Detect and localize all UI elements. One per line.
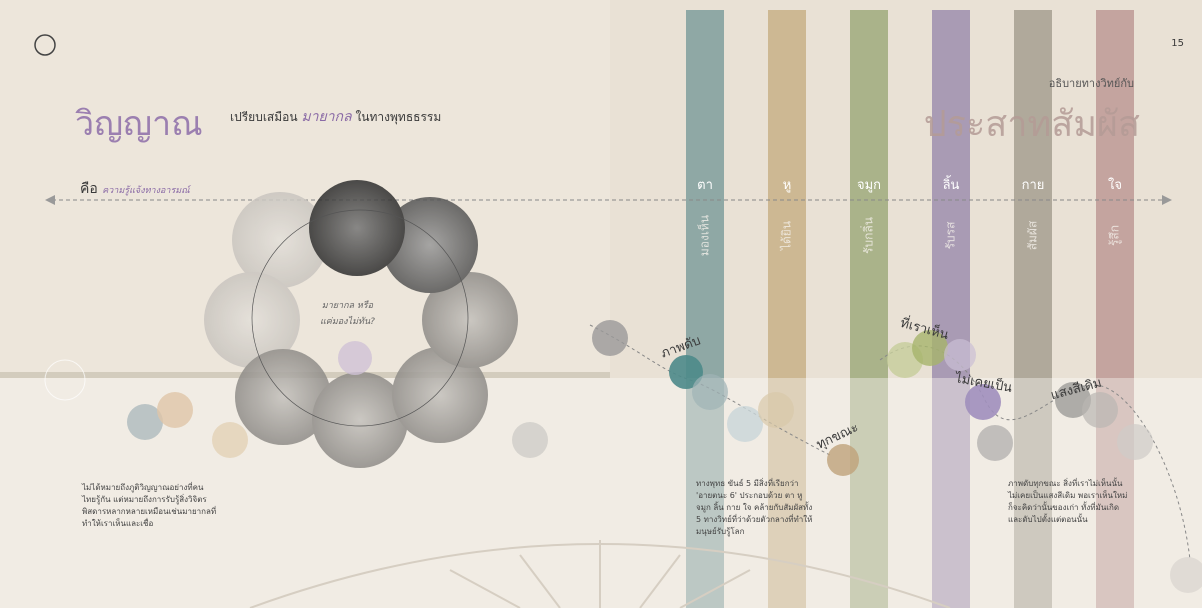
sense-stripe	[768, 10, 806, 608]
dot	[727, 406, 763, 442]
dot	[212, 422, 248, 458]
dot	[1082, 392, 1118, 428]
sense-stripe	[932, 10, 970, 608]
circle	[312, 372, 408, 468]
dot	[912, 330, 948, 366]
sense-name: ใจ	[1108, 178, 1122, 193]
dot	[758, 392, 794, 428]
subtitle: เปรียบเสมือน มายากล ในทางพุทธธรรม	[230, 106, 441, 128]
stripe-fade	[686, 378, 724, 608]
dot	[127, 404, 163, 440]
subtitle-emphasis: มายากล	[301, 109, 352, 125]
sense-stripe	[1014, 10, 1052, 608]
circle	[309, 180, 405, 276]
subtitle-prefix: เปรียบเสมือน	[230, 110, 298, 124]
stripe-fade	[1014, 378, 1052, 608]
circle	[392, 347, 488, 443]
right-title: ประสาทสัมผัส	[923, 104, 1140, 145]
circle	[232, 192, 328, 288]
subtitle-suffix: ในทางพุทธธรรม	[355, 110, 442, 124]
dot	[157, 392, 193, 428]
sense-stripes	[686, 10, 1134, 608]
dot	[1170, 557, 1202, 593]
sense-action: สัมผัส	[1025, 220, 1040, 251]
sense-action: มองเห็น	[697, 214, 712, 257]
stripe-fade	[932, 378, 970, 608]
ring-caption: มายากล หรือแค่มองไม่ทัน?	[320, 298, 375, 330]
dot	[44, 359, 86, 401]
dot	[1055, 382, 1091, 418]
circle	[382, 197, 478, 293]
dot	[977, 425, 1013, 461]
caption-line: มายากล หรือ	[321, 301, 374, 311]
arrow-head	[45, 195, 55, 205]
sense-name: หู	[782, 178, 792, 193]
sense-name: ตา	[697, 178, 713, 193]
circle	[422, 272, 518, 368]
sense-action: รับกลิ่น	[861, 217, 876, 254]
dot	[692, 374, 728, 410]
sense-stripe	[686, 10, 724, 608]
horizon	[0, 372, 1202, 378]
dot	[1117, 424, 1153, 460]
page-number: 15	[1171, 38, 1184, 49]
stripe-fade	[850, 378, 888, 608]
dot	[338, 341, 372, 375]
sunburst	[249, 540, 951, 608]
dot	[944, 339, 976, 371]
page-circle	[34, 34, 56, 56]
sense-stripe	[850, 10, 888, 608]
dot	[827, 444, 859, 476]
sense-action: รู้สึก	[1107, 224, 1122, 247]
sense-name: ลิ้น	[942, 178, 960, 193]
sense-action: รับรส	[943, 221, 958, 250]
right-paragraph: ภาพดับทุกขณะ สิ่งที่เราไม่เห็นนั้นไม่เคย…	[1008, 479, 1128, 524]
sense-name: จมูก	[856, 178, 882, 193]
left-paragraph: ไม่ได้หมายถึงภูติวิญญาณอย่างที่คนไทยรู้ก…	[82, 483, 217, 528]
definition: คือ ความรู้แจ้งทางอารมณ์	[80, 178, 190, 200]
definition-label: คือ	[80, 181, 98, 197]
circle	[235, 349, 331, 445]
curve-dots	[592, 320, 1202, 593]
ring-arc	[251, 209, 469, 427]
definition-text: ความรู้แจ้งทางอารมณ์	[102, 186, 190, 196]
dot	[512, 422, 548, 458]
middle-paragraph: ทางพุทธ ขันธ์ 5 มีสิ่งที่เรียกว่า 'อายตน…	[696, 479, 813, 536]
sense-action: ได้ยิน	[779, 220, 794, 251]
arrow-head	[1162, 195, 1172, 205]
sense-stripe	[1096, 10, 1134, 608]
title: วิญญาณ	[75, 104, 203, 144]
dot	[669, 355, 703, 389]
right-kicker: อธิบายทางวิทย์กับ	[1048, 77, 1134, 90]
ring	[204, 180, 518, 468]
sense-name: กาย	[1021, 178, 1045, 193]
dot	[592, 320, 628, 356]
dot	[965, 384, 1001, 420]
caption-line: แค่มองไม่ทัน?	[320, 317, 375, 327]
